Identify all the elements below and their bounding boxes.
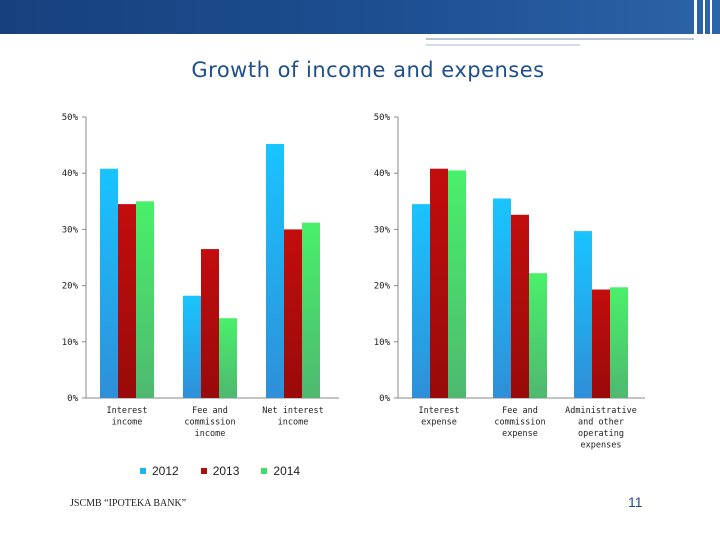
chart-legend: 2012 2013 2014 bbox=[140, 464, 300, 478]
y-tick-label: 30% bbox=[374, 225, 391, 235]
legend-item-2013: 2013 bbox=[200, 464, 240, 478]
bar-2014 bbox=[136, 201, 154, 398]
header-banner bbox=[0, 0, 720, 34]
bar-2014 bbox=[302, 222, 320, 398]
bar-2013 bbox=[284, 229, 302, 398]
legend-label: 2014 bbox=[273, 464, 301, 478]
banner-divider bbox=[694, 0, 697, 34]
bar-2012 bbox=[493, 198, 511, 398]
x-tick-label: Administrative bbox=[565, 406, 637, 416]
x-tick-label: expenses bbox=[581, 441, 622, 451]
bar-2013 bbox=[592, 289, 610, 398]
x-tick-label: income bbox=[195, 429, 226, 439]
y-tick-label: 20% bbox=[374, 282, 391, 292]
bar-2014 bbox=[448, 170, 466, 398]
legend-label: 2013 bbox=[212, 464, 240, 478]
y-tick-label: 0% bbox=[379, 394, 390, 404]
y-tick-label: 50% bbox=[374, 113, 391, 123]
x-tick-label: income bbox=[112, 418, 143, 428]
x-tick-label: Fee and bbox=[502, 406, 538, 416]
x-tick-label: expense bbox=[421, 418, 457, 428]
bar-2013 bbox=[511, 214, 529, 398]
page-number: 11 bbox=[628, 494, 643, 510]
bar-2014 bbox=[610, 287, 628, 398]
legend-swatch bbox=[140, 468, 146, 474]
x-tick-label: Net interest bbox=[262, 406, 323, 416]
banner-divider bbox=[710, 0, 712, 34]
y-tick-label: 0% bbox=[67, 394, 78, 404]
x-tick-label: Fee and bbox=[192, 406, 228, 416]
x-tick-label: expense bbox=[502, 429, 538, 439]
bar-2012 bbox=[266, 143, 284, 398]
legend-label: 2012 bbox=[152, 464, 179, 478]
y-tick-label: 10% bbox=[374, 338, 391, 348]
x-tick-label: and other bbox=[578, 418, 624, 428]
bar-2013 bbox=[430, 168, 448, 398]
bar-2012 bbox=[100, 168, 118, 398]
legend-swatch bbox=[261, 468, 268, 474]
legend-item-2012: 2012 bbox=[140, 464, 179, 478]
x-tick-label: commission bbox=[494, 418, 545, 428]
bar-2013 bbox=[118, 204, 136, 398]
x-tick-label: income bbox=[278, 418, 309, 428]
legend-item-2014: 2014 bbox=[261, 464, 300, 478]
y-tick-label: 30% bbox=[62, 225, 79, 235]
bar-2012 bbox=[412, 204, 430, 398]
bar-2014 bbox=[219, 318, 237, 398]
bar-2013 bbox=[201, 249, 219, 398]
y-tick-label: 10% bbox=[62, 338, 79, 348]
bar-2012 bbox=[183, 295, 201, 398]
x-tick-label: commission bbox=[184, 418, 235, 428]
y-tick-label: 40% bbox=[374, 169, 391, 179]
banner-divider bbox=[703, 0, 705, 34]
x-tick-label: operating bbox=[578, 429, 624, 439]
bar-2012 bbox=[574, 231, 592, 398]
footer-text: JSCMB “IPOTEKA BANK” bbox=[70, 498, 187, 509]
y-tick-label: 20% bbox=[62, 282, 79, 292]
chart-title: Growth of income and expenses bbox=[191, 58, 545, 82]
x-tick-label: Interest bbox=[107, 406, 148, 416]
bar-2014 bbox=[529, 273, 547, 398]
x-tick-label: Interest bbox=[419, 406, 460, 416]
legend-swatch bbox=[200, 468, 207, 474]
header-rule bbox=[426, 44, 580, 46]
y-tick-label: 50% bbox=[62, 113, 79, 123]
y-tick-label: 40% bbox=[62, 169, 79, 179]
header-rule bbox=[426, 38, 694, 40]
